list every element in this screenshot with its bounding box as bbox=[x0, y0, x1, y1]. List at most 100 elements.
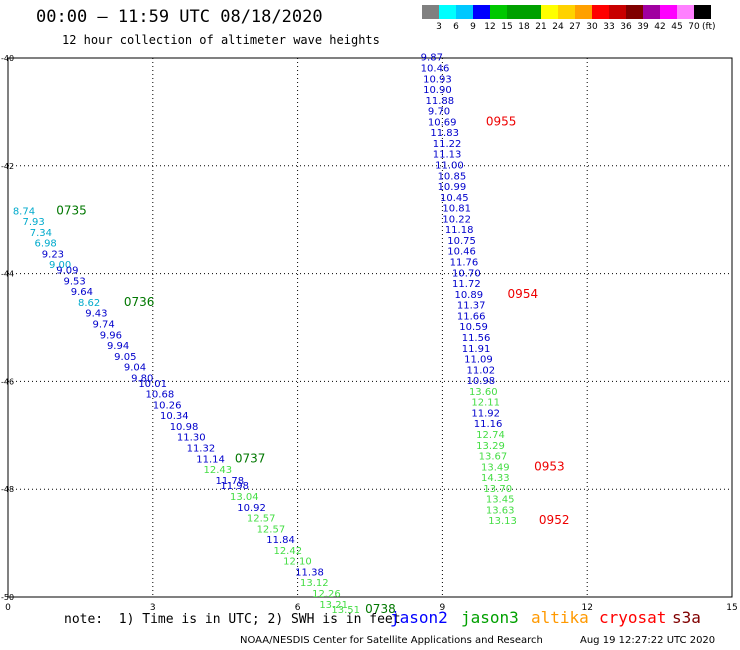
wave-height-label: 10.93 bbox=[423, 74, 452, 85]
wave-height-label: 12.11 bbox=[471, 398, 500, 409]
wave-height-label: 13.21 bbox=[319, 600, 348, 611]
wave-height-label: 11.66 bbox=[457, 311, 486, 322]
wave-height-label: 9.87 bbox=[421, 53, 443, 64]
wave-height-label: 7.93 bbox=[22, 217, 44, 228]
time-label: 0952 bbox=[539, 513, 570, 527]
legend-altika: altika bbox=[531, 608, 589, 627]
legend-jason3: jason3 bbox=[461, 608, 519, 627]
y-tick-label: -40 bbox=[1, 54, 14, 63]
legend-cryosat: cryosat bbox=[599, 608, 667, 627]
wave-height-label: 10.69 bbox=[428, 117, 457, 128]
x-tick-label: 15 bbox=[726, 603, 737, 613]
wave-height-label: 11.02 bbox=[467, 365, 496, 376]
colorbar-swatch bbox=[592, 5, 609, 19]
wave-height-label: 14.33 bbox=[481, 473, 510, 484]
wave-height-label: 12.57 bbox=[257, 524, 286, 535]
y-tick-label: -42 bbox=[1, 162, 14, 171]
colorbar-swatch bbox=[575, 5, 592, 19]
wave-height-label: 11.22 bbox=[433, 139, 462, 150]
colorbar-tick-label: 33 bbox=[603, 22, 615, 32]
page-title: 00:00 – 11:59 UTC 08/18/2020 bbox=[36, 7, 323, 27]
colorbar-swatch bbox=[507, 5, 524, 19]
wave-height-label: 11.38 bbox=[295, 567, 324, 578]
wave-height-label: 9.04 bbox=[124, 363, 146, 374]
time-label: 0738 bbox=[365, 602, 396, 616]
wave-height-label: 13.12 bbox=[300, 578, 329, 589]
colorbar-swatch bbox=[439, 5, 456, 19]
wave-height-label: 9.94 bbox=[107, 341, 129, 352]
time-label: 0737 bbox=[235, 451, 266, 465]
legend-s3a: s3a bbox=[672, 608, 701, 627]
wave-height-label: 10.22 bbox=[442, 214, 471, 225]
colorbar-tick-label: 21 bbox=[535, 22, 547, 32]
wave-height-label: 8.74 bbox=[13, 206, 35, 217]
wave-height-label: 13.29 bbox=[476, 441, 505, 452]
wave-height-label: 9.64 bbox=[71, 287, 93, 298]
wave-height-label: 11.84 bbox=[266, 535, 295, 546]
wave-height-label: 11.72 bbox=[452, 279, 481, 290]
wave-height-label: 12.42 bbox=[273, 546, 302, 557]
colorbar-swatch bbox=[541, 5, 558, 19]
wave-height-label: 13.51 bbox=[331, 605, 360, 616]
wave-height-label: 9.74 bbox=[92, 320, 114, 331]
y-tick-label: -50 bbox=[1, 593, 14, 602]
wave-height-label: 11.09 bbox=[464, 355, 493, 366]
wave-height-label: 11.18 bbox=[445, 225, 474, 236]
wave-height-label: 9.05 bbox=[114, 352, 136, 363]
wave-height-label: 11.56 bbox=[462, 333, 491, 344]
wave-height-label: 11.14 bbox=[196, 454, 225, 465]
wave-height-label: 10.75 bbox=[447, 236, 476, 247]
wave-height-label: 12.57 bbox=[247, 514, 276, 525]
wave-height-label: 12.26 bbox=[312, 589, 341, 600]
colorbar-swatch bbox=[643, 5, 660, 19]
wave-height-label: 11.16 bbox=[474, 419, 503, 430]
wave-height-label: 6.98 bbox=[35, 239, 57, 250]
wave-height-label: 10.89 bbox=[454, 290, 483, 301]
wave-height-label: 11.98 bbox=[220, 481, 249, 492]
colorbar-tick-label: 6 bbox=[453, 22, 459, 32]
wave-height-label: 10.70 bbox=[452, 268, 481, 279]
wave-height-label: 9.00 bbox=[49, 260, 71, 271]
footnote: note: 1) Time is in UTC; 2) SWH is in fe… bbox=[64, 612, 401, 627]
wave-height-label: 13.63 bbox=[486, 505, 515, 516]
wave-height-label: 11.32 bbox=[187, 443, 216, 454]
wave-height-label: 10.99 bbox=[438, 182, 467, 193]
colorbar-swatch bbox=[660, 5, 677, 19]
wave-height-label: 10.45 bbox=[440, 193, 469, 204]
wave-height-label: 11.00 bbox=[435, 160, 464, 171]
legend-jason2: jason2 bbox=[390, 608, 448, 627]
plot-frame bbox=[7, 57, 733, 598]
colorbar-swatch bbox=[626, 5, 643, 19]
colorbar-tick-label: 27 bbox=[569, 22, 581, 32]
wave-height-label: 13.70 bbox=[483, 484, 512, 495]
colorbar-tick-label: 18 bbox=[518, 22, 530, 32]
colorbar-tick-label: 42 bbox=[654, 22, 666, 32]
wave-height-label: 9.23 bbox=[42, 249, 64, 260]
wave-height-label: 10.98 bbox=[170, 422, 199, 433]
y-tick-label: -44 bbox=[1, 270, 14, 279]
wave-height-label: 11.83 bbox=[430, 128, 459, 139]
colorbar-swatch bbox=[473, 5, 490, 19]
wave-height-label: 13.49 bbox=[481, 462, 510, 473]
y-tick-label: -48 bbox=[1, 485, 14, 494]
time-label: 0736 bbox=[124, 295, 155, 309]
time-label: 0735 bbox=[56, 203, 87, 217]
colorbar-tick-label: 24 bbox=[552, 22, 564, 32]
wave-height-label: 13.67 bbox=[479, 452, 508, 463]
colorbar-swatch bbox=[490, 5, 507, 19]
wave-height-label: 10.81 bbox=[442, 204, 471, 215]
wave-height-label: 11.30 bbox=[177, 433, 206, 444]
time-label: 0954 bbox=[508, 287, 539, 301]
wave-height-label: 13.04 bbox=[230, 492, 259, 503]
wave-height-label: 10.68 bbox=[146, 390, 175, 401]
wave-height-label: 13.13 bbox=[488, 516, 517, 527]
wave-height-label: 12.43 bbox=[203, 465, 232, 476]
x-tick-label: 3 bbox=[150, 603, 156, 613]
wave-height-label: 10.92 bbox=[237, 503, 266, 514]
wave-height-label: 9.53 bbox=[64, 276, 86, 287]
wave-height-label: 7.34 bbox=[30, 228, 52, 239]
wave-height-label: 11.88 bbox=[426, 96, 455, 107]
colorbar-tick-label: 9 bbox=[470, 22, 476, 32]
